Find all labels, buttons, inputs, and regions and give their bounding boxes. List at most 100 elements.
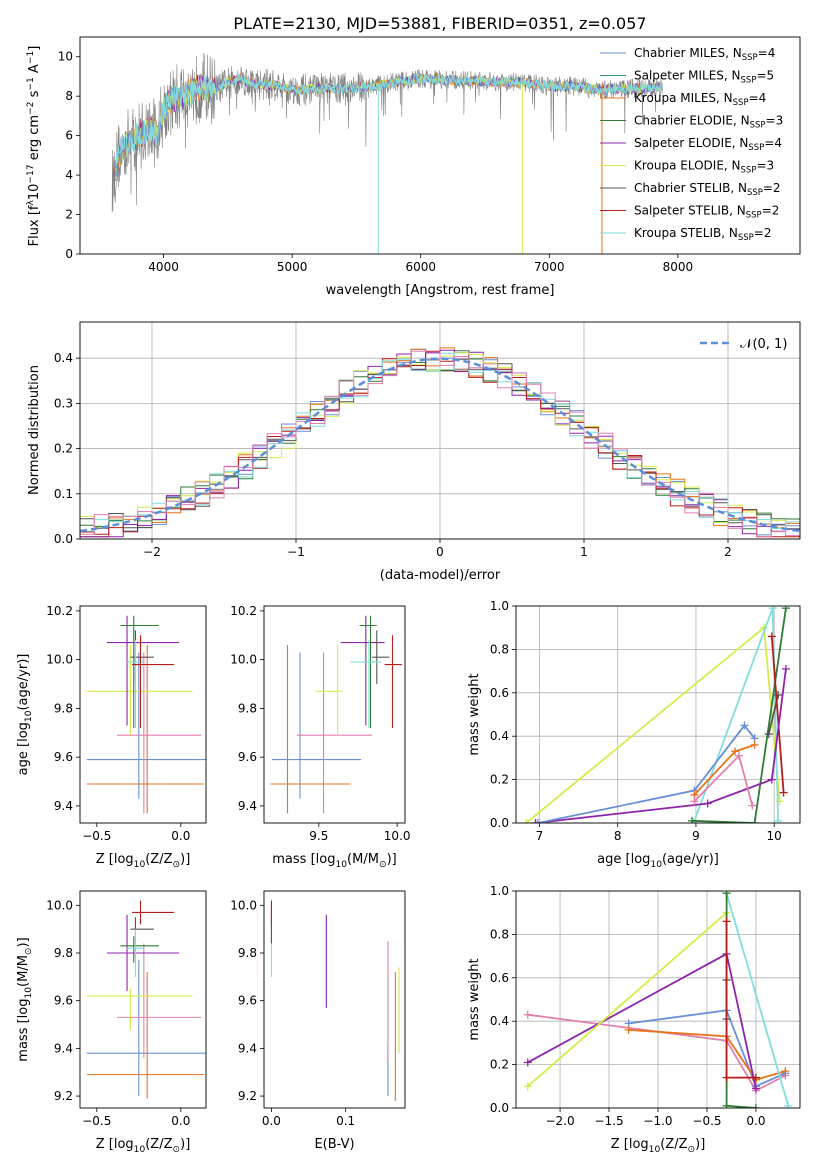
x-tick-label: 0.0 <box>171 1114 190 1128</box>
x-axis-label: wavelength [Angstrom, rest frame] <box>326 283 555 298</box>
y-tick-label: 10.2 <box>46 604 73 618</box>
y-tick-label: 1.0 <box>490 884 509 898</box>
y-tick-label: 4 <box>65 168 73 182</box>
y-tick-label: 10 <box>58 50 73 64</box>
y-tick-label: 9.6 <box>54 750 73 764</box>
y-tick-label: 1.0 <box>490 599 509 613</box>
y-tick-label: 0 <box>65 247 73 261</box>
x-tick-label: 2 <box>724 545 732 559</box>
age-vs-metallicity-chart: −0.5 0.0 9.4 9.6 9.8 10.0 10.2 Z [log10(Z/Z⊙)] a… <box>16 604 207 870</box>
x-axis-label: mass [log10(M/M⊙)] <box>272 852 396 870</box>
mass-weight-series <box>535 668 787 823</box>
age-vs-mass-chart: 9.5 10.0 9.4 9.6 9.8 10.0 10.2 mass [log10(M/M⊙… <box>230 604 410 870</box>
mass-vs-metallicity-chart: −0.5 0.0 9.2 9.4 9.6 9.8 10.0 Z [log10(Z/Z⊙)] ma… <box>16 890 207 1155</box>
x-tick-label: −1 <box>287 545 305 559</box>
legend-entry: Chabrier ELODIE, NSSP=3 <box>634 114 783 131</box>
plot-area <box>270 615 402 814</box>
y-tick-label: 0.4 <box>490 1014 509 1028</box>
legend-entry: Salpeter STELIB, NSSP=2 <box>634 204 779 221</box>
figure-title: PLATE=2130, MJD=53881, FIBERID=0351, z=0… <box>233 14 646 33</box>
mass-weight-series <box>628 1009 786 1088</box>
x-axis-label: Z [log10(Z/Z⊙)] <box>611 1137 706 1155</box>
x-tick-label: 0.0 <box>746 1114 765 1128</box>
axes-frame <box>79 36 801 255</box>
y-tick-label: 0.8 <box>490 642 509 656</box>
legend-entry: Salpeter MILES, NSSP=5 <box>634 69 774 86</box>
x-tick-label: −2 <box>143 545 161 559</box>
x-axis-label: Z [log10(Z/Z⊙)] <box>96 852 191 870</box>
x-tick-label: 10 <box>767 829 782 843</box>
y-tick-label: 10.0 <box>230 898 257 912</box>
axes-frame <box>515 890 801 1109</box>
mass-weight-vs-age-chart: 7 8 9 10 0.0 0.2 0.4 0.6 0.8 1.0 age [log10(age/yr… <box>467 599 801 870</box>
plot-area <box>80 347 800 538</box>
y-tick-label: 9.2 <box>54 1089 73 1103</box>
x-tick-label: 8000 <box>663 260 694 274</box>
y-tick-label: 9.6 <box>238 994 257 1008</box>
x-tick-label: 5000 <box>277 260 308 274</box>
x-tick-label: 9.5 <box>309 829 328 843</box>
histogram-step-series <box>80 350 800 538</box>
y-axis-label: mass weight <box>467 673 482 755</box>
y-tick-label: 8 <box>65 89 73 103</box>
x-tick-label: 4000 <box>148 260 179 274</box>
axes-frame <box>515 605 801 824</box>
legend-entry: Kroupa STELIB, NSSP=2 <box>634 226 772 243</box>
residual-histogram-chart: −2 −1 0 1 2 0.0 0.1 0.2 0.3 0.4 (data-model)/error… <box>27 321 801 583</box>
x-tick-label: 0.0 <box>171 829 190 843</box>
y-axis-label: age [log10(age/yr)] <box>16 654 34 776</box>
y-tick-label: 9.4 <box>238 799 257 813</box>
x-tick-label: 0.1 <box>336 1114 355 1128</box>
x-tick-label: 9 <box>692 829 700 843</box>
axes-frame <box>263 605 406 824</box>
mass-weight-series <box>527 912 728 1087</box>
plot-area <box>86 900 206 1099</box>
legend-entry: Chabrier MILES, NSSP=4 <box>634 46 775 63</box>
y-tick-label: 0.1 <box>54 487 73 501</box>
plot-area <box>523 891 793 1108</box>
y-tick-label: 0.2 <box>54 442 73 456</box>
y-tick-label: 9.8 <box>54 946 73 960</box>
plot-area <box>522 606 790 823</box>
spectrum-chart: 4000 5000 6000 7000 8000 0 2 4 6 8 10 wavelength [A… <box>26 36 801 298</box>
y-tick-label: 9.6 <box>54 994 73 1008</box>
y-tick-label: 9.8 <box>238 701 257 715</box>
x-tick-label: 7 <box>536 829 544 843</box>
x-tick-label: −0.5 <box>82 1114 111 1128</box>
y-tick-label: 0.2 <box>490 773 509 787</box>
mass-weight-series <box>725 892 790 1107</box>
x-tick-label: 6000 <box>405 260 436 274</box>
y-tick-label: 9.8 <box>238 946 257 960</box>
plot-area <box>270 900 400 1101</box>
y-axis-label: Normed distribution <box>27 365 42 495</box>
x-tick-label: −0.5 <box>692 1114 721 1128</box>
x-axis-label: (data-model)/error <box>380 568 501 583</box>
legend-entry: Salpeter ELODIE, NSSP=4 <box>634 136 782 153</box>
y-tick-label: 9.4 <box>54 1041 73 1055</box>
y-tick-label: 6 <box>65 129 73 143</box>
y-tick-label: 0.4 <box>54 351 73 365</box>
legend-entry: Kroupa ELODIE, NSSP=3 <box>634 159 774 176</box>
x-tick-label: 8 <box>614 829 622 843</box>
mass-vs-ebv-chart: 0.0 0.1 9.2 9.4 9.6 9.8 10.0 E(B-V) <box>230 890 406 1152</box>
y-tick-label: 9.4 <box>238 1041 257 1055</box>
mass-weight-series <box>537 723 756 823</box>
legend-entry: Chabrier STELIB, NSSP=2 <box>634 181 781 198</box>
legend: Chabrier MILES, NSSP=4 Salpeter MILES, NS… <box>600 46 783 243</box>
axes-frame <box>79 890 207 1109</box>
x-tick-label: 0.0 <box>262 1114 281 1128</box>
axes-frame <box>263 890 406 1109</box>
mass-weight-vs-metallicity-chart: −2.0 −1.5 −1.0 −0.5 0.0 0.0 0.2 0.4 0.6 0.8 1.0 Z [… <box>467 884 801 1155</box>
mass-weight-series <box>770 636 785 793</box>
x-axis-label: E(B-V) <box>314 1137 354 1152</box>
y-tick-label: 0.6 <box>490 971 509 985</box>
mass-weight-series <box>628 1029 786 1081</box>
axes-frame <box>79 321 801 540</box>
legend-entry: Kroupa MILES, NSSP=4 <box>634 91 766 108</box>
y-tick-label: 0.8 <box>490 927 509 941</box>
x-axis-label: Z [log10(Z/Z⊙)] <box>96 1137 191 1155</box>
x-tick-label: −1.5 <box>594 1114 623 1128</box>
x-tick-label: −0.5 <box>82 829 111 843</box>
axes-frame <box>79 605 207 824</box>
y-tick-label: 2 <box>65 208 73 222</box>
